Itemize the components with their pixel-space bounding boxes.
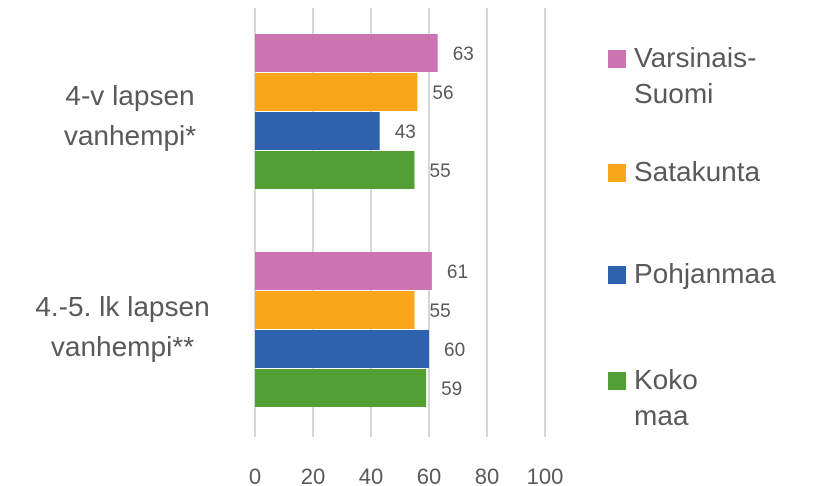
data-label: 55: [430, 301, 451, 322]
x-tick-label: 100: [527, 464, 564, 486]
bar: [255, 369, 427, 407]
x-tick-labels: 0 20 40 60 80 100: [249, 464, 563, 486]
x-tick-label: 80: [475, 464, 499, 486]
legend-swatch-koko-maa: [608, 372, 626, 390]
category-label-4v: 4-v lapsen vanhempi*: [63, 80, 197, 151]
bar: [255, 151, 415, 189]
data-label: 55: [430, 161, 451, 182]
bar: [255, 252, 432, 290]
bar: [255, 291, 415, 329]
legend-label-varsinais-suomi: Varsinais- Suomi: [634, 42, 757, 109]
bar: [255, 34, 438, 72]
x-tick-label: 40: [359, 464, 383, 486]
legend-label-pohjanmaa: Pohjanmaa: [634, 258, 776, 289]
x-tick-label: 60: [417, 464, 441, 486]
bar: [255, 73, 418, 111]
data-label: 63: [453, 44, 474, 65]
data-label: 60: [444, 340, 465, 361]
data-label: 56: [432, 83, 453, 104]
legend-swatch-pohjanmaa: [608, 266, 626, 284]
x-tick-label: 0: [249, 464, 261, 486]
bar: [255, 330, 429, 368]
x-tick-label: 20: [301, 464, 325, 486]
legend-label-koko-maa: Koko maa: [634, 364, 698, 431]
legend-swatch-satakunta: [608, 164, 626, 182]
legend-label-satakunta: Satakunta: [634, 156, 761, 187]
legend-item-varsinais-suomi: Varsinais- Suomi: [608, 40, 756, 112]
data-label: 61: [447, 262, 468, 283]
category-label-45lk: 4.-5. lk lapsen vanhempi**: [35, 291, 210, 362]
data-label: 59: [441, 379, 462, 400]
legend-swatch-varsinais-suomi: [608, 50, 626, 68]
legend-item-pohjanmaa: Pohjanmaa: [608, 256, 776, 292]
data-label: 43: [395, 122, 416, 143]
legend-item-satakunta: Satakunta: [608, 154, 760, 190]
bars: [255, 34, 438, 407]
legend-item-koko-maa: Koko maa: [608, 362, 698, 434]
bar: [255, 112, 380, 150]
